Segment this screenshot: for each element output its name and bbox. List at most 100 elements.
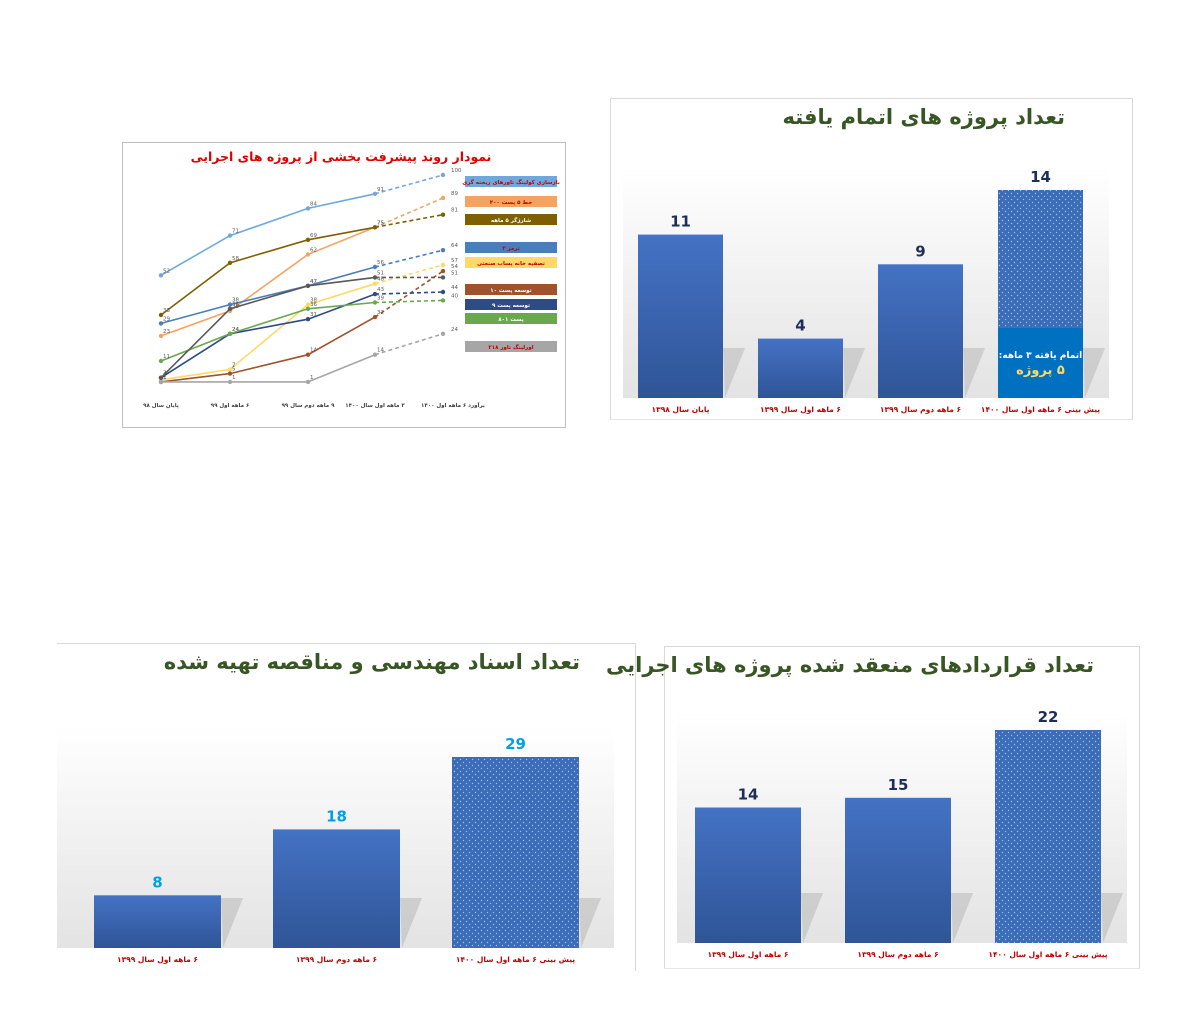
- line-data-label: 14: [377, 348, 384, 354]
- line-data-label: 48: [377, 277, 384, 283]
- legend-item-4: تصفیه خانه پساب صنعتی: [465, 257, 557, 268]
- line-series-solid: [160, 282, 376, 381]
- line-data-label: 1: [232, 375, 236, 381]
- line-point: [158, 273, 164, 278]
- line-data-label: 11: [163, 354, 170, 360]
- line-data-label: 36: [232, 302, 239, 308]
- legend-item-1: خط ۵ پست ۴۰۰: [465, 196, 557, 207]
- line-data-label: 1: [163, 375, 167, 381]
- bar-shadow: [400, 898, 422, 948]
- legend-item-7: پست ۸۰۱: [465, 313, 557, 324]
- line-data-label: 3: [163, 371, 167, 377]
- legend-swatch: [465, 196, 557, 207]
- line-point: [227, 367, 233, 372]
- legend-swatch: [465, 341, 557, 352]
- bar-shadow: [723, 348, 745, 398]
- line-data-label: 56: [377, 260, 384, 266]
- bar-value-label: 9: [915, 242, 925, 260]
- line-data-label: 24: [232, 327, 239, 333]
- line-series-solid: [160, 193, 376, 276]
- line-series-5: 1 5 14 32 54: [158, 264, 458, 385]
- line-series-forecast: [374, 249, 444, 268]
- bar-category-label: پایان سال ۱۳۹۸: [652, 405, 710, 414]
- line-chart-title: نمودار روند پیشرفت بخشی از پروژه های اجر…: [191, 149, 492, 164]
- line-data-label: 64: [451, 243, 458, 249]
- line-series-forecast: [374, 174, 444, 195]
- line-point: [158, 333, 164, 339]
- line-data-label: 100: [451, 168, 462, 174]
- engineering-docs-panel: تعداد اسناد مهندسی و مناقصه تهیه شده 8 ۶ …: [57, 643, 636, 971]
- engineering-docs-title: تعداد اسناد مهندسی و مناقصه تهیه شده: [163, 650, 580, 674]
- bar-category-label: پیش بینی ۶ ماهه اول سال ۱۴۰۰: [988, 950, 1107, 959]
- legend-label: تصفیه خانه پساب صنعتی: [477, 261, 545, 267]
- line-data-label: 54: [451, 264, 458, 270]
- line-point: [372, 352, 378, 357]
- legend-label: توسعه پست ۹: [492, 303, 530, 309]
- contracts-title: تعداد قراردادهای منعقد شده پروژه های اجر…: [605, 653, 1094, 677]
- line-series-forecast: [374, 213, 444, 229]
- legend-item-3: ترمز ۳: [465, 242, 557, 253]
- line-point: [305, 306, 311, 311]
- bar-shadow: [579, 898, 601, 948]
- annotation-box: [998, 328, 1083, 398]
- line-data-label: 32: [377, 310, 384, 316]
- bar-value-label: 14: [1030, 168, 1051, 186]
- bar-0: [695, 807, 801, 943]
- line-point: [305, 317, 311, 322]
- line-point: [158, 321, 164, 326]
- line-point: [440, 298, 446, 303]
- bar-1: [758, 338, 843, 398]
- line-data-label: 75: [377, 220, 384, 226]
- line-series-solid: [160, 266, 376, 325]
- line-series-forecast: [374, 333, 444, 356]
- line-point: [305, 252, 311, 257]
- line-point: [372, 300, 378, 305]
- legend-swatch: [465, 257, 557, 268]
- line-point: [227, 331, 233, 336]
- line-point: [372, 275, 378, 280]
- legend-label: ترمز ۳: [502, 246, 520, 252]
- bar-shadow: [843, 348, 865, 398]
- line-data-label: 51: [377, 270, 384, 276]
- bar-value-label: 8: [152, 873, 162, 891]
- completed-projects-panel: تعداد پروژه های اتمام یافته 11 پایان سال …: [610, 98, 1133, 420]
- engineering-docs-chart: 8 ۶ ماهه اول سال ۱۳۹۹ 18 ۶ ماهه دوم سال ۱۳۹…: [57, 726, 614, 964]
- line-point: [158, 358, 164, 364]
- line-data-label: 43: [377, 287, 384, 293]
- line-data-label: 91: [377, 187, 384, 193]
- bar-value-label: 29: [505, 735, 526, 753]
- legend-swatch: [465, 176, 557, 187]
- line-data-label: 47: [310, 279, 317, 285]
- legend-label: شارژگر ۵ ماهه: [491, 217, 531, 224]
- line-data-label: 44: [451, 285, 458, 291]
- line-data-label: 52: [163, 268, 170, 274]
- line-data-label: 31: [310, 312, 317, 318]
- line-point: [372, 225, 378, 230]
- line-point: [305, 302, 311, 307]
- bar-value-label: 18: [326, 807, 347, 825]
- line-point: [372, 264, 378, 270]
- line-data-label: 7: [232, 362, 236, 368]
- line-point: [440, 262, 446, 268]
- bar-value-label: 4: [795, 317, 805, 335]
- line-series-solid: [160, 301, 376, 362]
- line-x-tick-label: برآورد ۶ ماهه اول ۱۴۰۰: [421, 401, 485, 409]
- line-point: [372, 191, 378, 196]
- bar-1: [273, 829, 400, 948]
- legend-label: اورلینگ تاور ۲۱۸: [488, 343, 533, 351]
- line-data-label: 58: [232, 256, 239, 262]
- line-series-2: 33 58 69 75 81: [158, 208, 458, 318]
- line-series-solid: [160, 226, 376, 316]
- line-data-label: 84: [310, 201, 317, 207]
- bar-shadow: [221, 898, 243, 948]
- line-data-label: 69: [310, 233, 317, 239]
- line-x-tick-label: پایان سال ۹۸: [143, 403, 179, 409]
- line-point: [440, 331, 446, 336]
- legend-swatch: [465, 242, 557, 253]
- legend-swatch: [465, 214, 557, 225]
- bar-0: [94, 895, 221, 948]
- line-data-label: 36: [310, 302, 317, 308]
- legend-item-5: توسعه پست ۱۰: [465, 284, 557, 295]
